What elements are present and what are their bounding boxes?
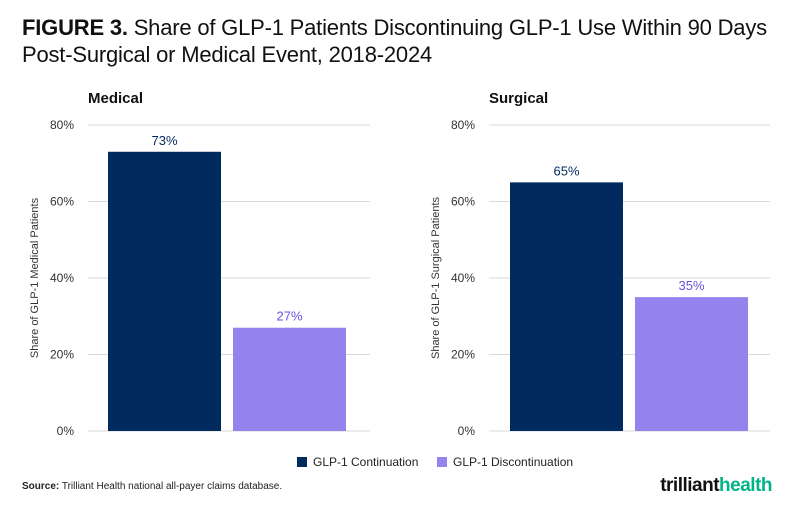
bar-medical-continuation [108, 151, 221, 431]
panel-title-surgical: Surgical [489, 90, 549, 107]
source-note: Source: Trilliant Health national all-pa… [22, 481, 282, 492]
source-text: Trilliant Health national all-payer clai… [61, 481, 283, 492]
source-label: Source: [22, 481, 60, 492]
legend-item-continuation: GLP-1 Continuation [297, 455, 418, 469]
y-tick-label-medical-1: 20% [50, 348, 74, 362]
legend-label-continuation: GLP-1 Continuation [313, 455, 419, 469]
figure-label: FIGURE 3. [22, 15, 128, 40]
y-axis-title-medical: Share of GLP-1 Medical Patients [29, 197, 41, 358]
y-tick-label-surgical-2: 40% [451, 271, 475, 285]
bar-surgical-continuation [510, 182, 623, 431]
legend-swatch-continuation [297, 457, 307, 467]
chart-title: FIGURE 3. Share of GLP-1 Patients Discon… [22, 14, 782, 68]
panel-title-medical: Medical [88, 90, 144, 107]
logo-accent-text: health [719, 475, 772, 496]
legend-swatch-discontinuation [437, 457, 447, 467]
y-tick-label-surgical-3: 60% [451, 195, 475, 209]
legend: GLP-1 Continuation GLP-1 Discontinuation [0, 455, 800, 473]
legend-label-discontinuation: GLP-1 Discontinuation [453, 455, 574, 469]
y-tick-label-medical-0: 0% [57, 424, 75, 438]
figure-title-text: Share of GLP-1 Patients Discontinuing GL… [22, 15, 767, 67]
y-tick-label-medical-3: 60% [50, 195, 74, 209]
data-label-medical-continuation: 73% [151, 133, 177, 148]
legend-item-discontinuation: GLP-1 Discontinuation [437, 455, 573, 469]
y-tick-label-medical-4: 80% [50, 118, 74, 132]
data-label-surgical-continuation: 65% [553, 163, 579, 178]
trilliant-health-logo: trillianthealth [660, 475, 772, 497]
data-label-surgical-discontinuation: 35% [678, 278, 704, 293]
bar-medical-discontinuation [233, 327, 346, 431]
logo-main-text: trilliant [660, 475, 720, 496]
bar-surgical-discontinuation [635, 297, 748, 431]
y-axis-title-surgical: Share of GLP-1 Surgical Patients [430, 196, 442, 359]
data-label-medical-discontinuation: 27% [276, 309, 302, 324]
y-tick-label-surgical-1: 20% [451, 348, 475, 362]
y-tick-label-surgical-0: 0% [458, 424, 476, 438]
y-tick-label-surgical-4: 80% [451, 118, 475, 132]
y-tick-label-medical-2: 40% [50, 271, 74, 285]
